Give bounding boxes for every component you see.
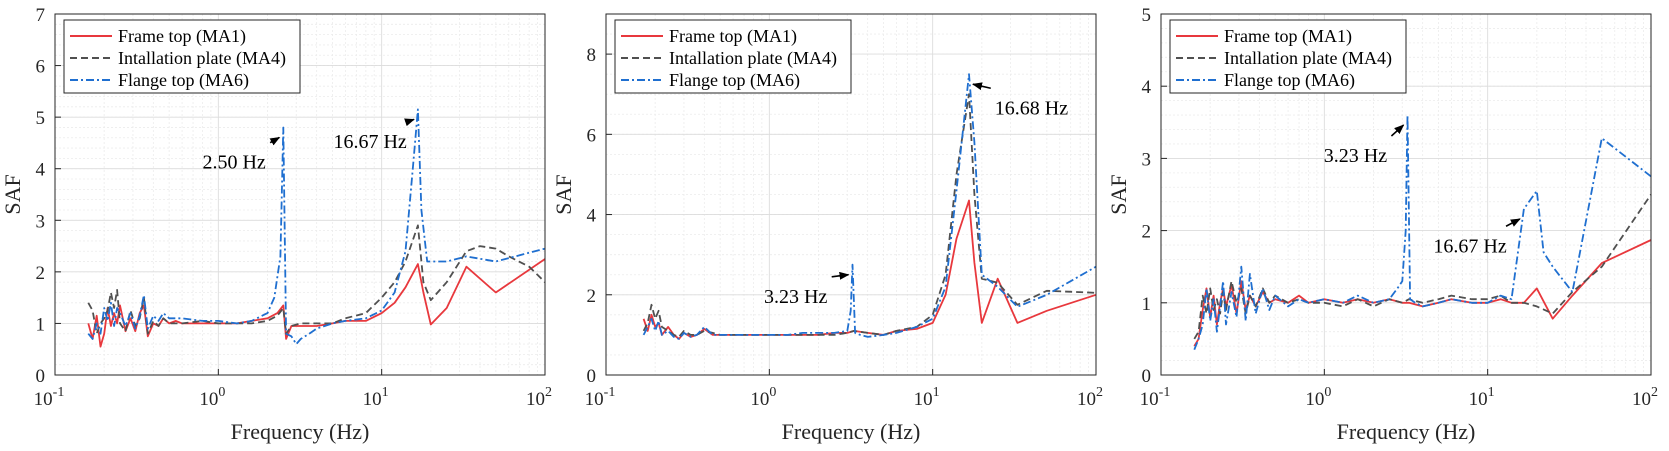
y-tick-label: 1 [36, 314, 46, 335]
y-tick-label: 2 [36, 263, 46, 284]
annotation-arrow [1505, 218, 1521, 227]
y-tick-label: 6 [36, 57, 46, 78]
legend-entry: Frame top (MA1) [118, 26, 246, 47]
plot-frame [605, 13, 1097, 376]
legend-entry: Flange top (MA6) [118, 70, 249, 91]
y-tick-label: 4 [36, 160, 46, 181]
y-tick-label: 0 [36, 366, 46, 387]
x-axis-label: Frequency (Hz) [231, 419, 370, 444]
legend: Frame top (MA1)Intallation plate (MA4)Fl… [63, 19, 301, 94]
series-line-1 [642, 199, 1097, 340]
x-tick-label: 101 [914, 385, 940, 410]
y-tick-label: 7 [36, 5, 46, 26]
plot-frame [1160, 13, 1652, 376]
y-axis-label: SAF [1106, 174, 1131, 214]
series-line-2 [87, 224, 546, 335]
legend-entry: Frame top (MA1) [669, 26, 797, 47]
x-tick-label: 100 [1305, 385, 1331, 410]
x-tick-label: 102 [1632, 385, 1658, 410]
annotation-arrow [269, 136, 281, 146]
y-axis-label: SAF [551, 174, 576, 214]
plot-frame [54, 13, 546, 376]
y-tick-label: 8 [587, 45, 597, 66]
x-tick-label: 100 [199, 385, 225, 410]
annotation-arrow [971, 82, 991, 91]
legend: Frame top (MA1)Intallation plate (MA4)Fl… [614, 19, 852, 94]
series-line-1 [87, 258, 546, 348]
x-tick-label: 101 [1469, 385, 1495, 410]
annotation-arrow [404, 118, 415, 127]
chart-panel-2: 10-1 100 101 102 0 2 4 6 8 3.23 Hz 16.68 Hz Frame t… [551, 13, 1103, 444]
annotation-label: 16.68 Hz [995, 97, 1068, 119]
x-axis-label: Frequency (Hz) [782, 419, 921, 444]
y-tick-label: 3 [36, 211, 46, 232]
y-axis-label: SAF [0, 174, 25, 214]
series-line-3 [642, 73, 1097, 340]
y-tick-label: 6 [587, 125, 597, 146]
annotation-arrow [831, 271, 850, 280]
legend-entry: Flange top (MA6) [669, 70, 800, 91]
y-tick-label: 5 [36, 108, 46, 129]
annotation-label: 3.23 Hz [1324, 145, 1387, 167]
x-axis-label: Frequency (Hz) [1337, 419, 1476, 444]
y-tick-label: 2 [587, 286, 597, 307]
legend-entry: Frame top (MA1) [1224, 26, 1352, 47]
x-tick-label: 102 [1077, 385, 1103, 410]
annotation-label: 2.50 Hz [202, 152, 265, 174]
x-tick-label: 102 [526, 385, 552, 410]
annotation-label: 16.67 Hz [333, 131, 406, 153]
legend-entry: Flange top (MA6) [1224, 70, 1355, 91]
annotation-arrow [1390, 124, 1405, 137]
legend-entry: Intallation plate (MA4) [118, 48, 286, 69]
x-tick-label: 10-1 [585, 385, 616, 410]
y-tick-label: 2 [1142, 222, 1152, 243]
x-tick-label: 100 [750, 385, 776, 410]
chart-panel-3: 10-1 100 101 102 0 1 2 3 4 5 3.23 Hz 16.67 Hz Frame … [1106, 5, 1658, 444]
y-tick-label: 1 [1142, 294, 1152, 315]
series-line-2 [642, 93, 1097, 338]
x-tick-label: 101 [363, 385, 389, 410]
series-line-1 [1193, 239, 1652, 347]
y-tick-label: 5 [1142, 5, 1152, 26]
y-tick-label: 0 [1142, 366, 1152, 387]
legend: Frame top (MA1)Intallation plate (MA4)Fl… [1169, 19, 1407, 94]
annotation-label: 3.23 Hz [764, 286, 827, 308]
chart-panel-1: 10-1 100 101 102 0 1 2 3 4 5 6 7 2.50 Hz 16.67 Hz Fram… [0, 5, 552, 444]
y-tick-label: 0 [587, 366, 597, 387]
x-tick-label: 10-1 [34, 385, 65, 410]
y-tick-label: 4 [1142, 77, 1152, 98]
y-tick-label: 4 [587, 206, 597, 227]
legend-entry: Intallation plate (MA4) [669, 48, 837, 69]
annotation-label: 16.67 Hz [1433, 235, 1506, 257]
y-tick-label: 3 [1142, 149, 1152, 170]
series-line-3 [87, 108, 546, 346]
series-line-3 [1193, 114, 1652, 351]
x-tick-label: 10-1 [1140, 385, 1171, 410]
legend-entry: Intallation plate (MA4) [1224, 48, 1392, 69]
